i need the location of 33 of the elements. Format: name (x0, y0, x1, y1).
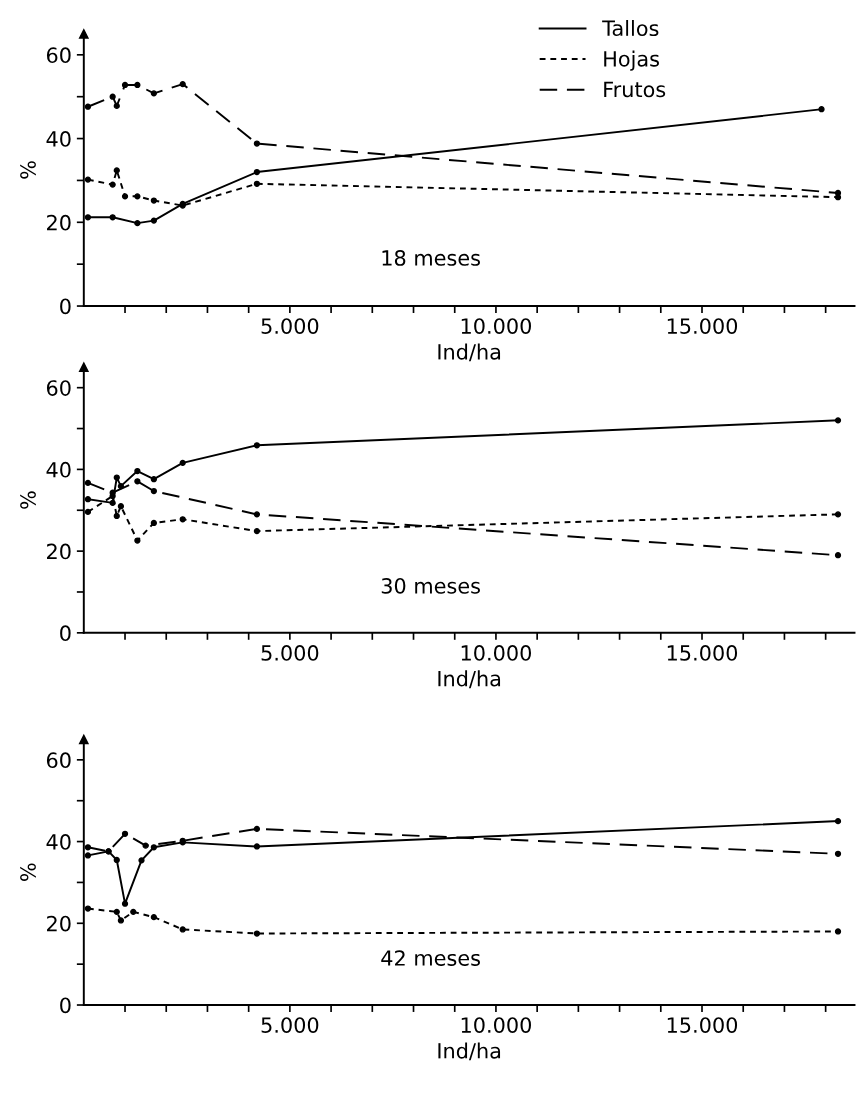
y-tick-label: 60 (46, 380, 71, 396)
legend-label: Hojas (604, 50, 659, 71)
text: 18 meses (382, 250, 480, 266)
y-tick-label: 60 (46, 47, 71, 64)
x-axis-title: Ind/ha (438, 343, 501, 362)
x-tick-label: 10.000 (461, 1017, 532, 1033)
y-tick-label: 40 (46, 131, 71, 147)
x-tick-label: 15.000 (667, 645, 738, 661)
x-tick-label: 5.000 (261, 1017, 319, 1033)
x-axis-title: Ind/ha (438, 670, 501, 689)
y-tick-label: 0 (60, 997, 71, 1014)
x-tick-label: 15.000 (667, 1017, 738, 1033)
y-axis-title: % (20, 491, 36, 509)
legend-label: Frutos (604, 81, 666, 98)
x-axis-title: Ind/ha (438, 1042, 501, 1061)
x-tick-label: 15.000 (667, 318, 738, 334)
text: 30 meses (381, 577, 480, 594)
legend-label: Tallos (602, 19, 659, 37)
x-tick-label: 10.000 (461, 318, 532, 334)
y-tick-label: 20 (47, 915, 71, 932)
y-tick-label: 40 (46, 834, 71, 850)
y-tick-label: 40 (46, 461, 71, 478)
y-tick-label: 0 (60, 298, 71, 315)
y-tick-label: 0 (60, 625, 71, 642)
x-tick-label: 5.000 (261, 645, 319, 661)
y-tick-label: 20 (47, 214, 71, 231)
y-tick-label: 20 (47, 543, 71, 560)
text: 42 meses (381, 950, 480, 966)
y-axis-title: % (20, 161, 36, 179)
y-tick-label: 60 (46, 752, 71, 769)
y-axis-title: % (20, 863, 36, 881)
x-tick-label: 5.000 (261, 318, 319, 334)
x-tick-label: 10.000 (461, 645, 532, 661)
